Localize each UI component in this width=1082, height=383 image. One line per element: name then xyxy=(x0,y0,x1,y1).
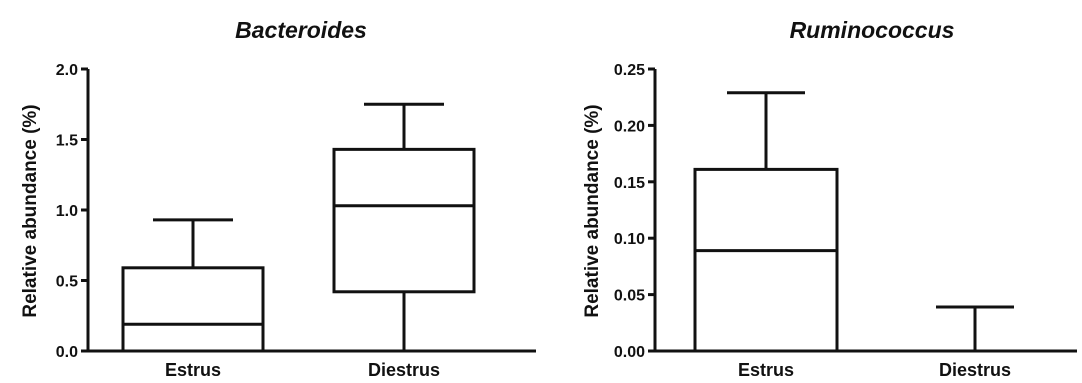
iqr-box xyxy=(121,266,265,353)
iqr-box xyxy=(332,147,476,294)
y-tick-label: 1.5 xyxy=(56,133,78,150)
box-marks xyxy=(693,91,1046,353)
y-tick-label: 1.0 xyxy=(56,203,78,220)
box-marks xyxy=(121,102,476,353)
y-tick-label: 0.20 xyxy=(614,118,645,135)
box-estrus xyxy=(693,91,839,353)
y-ticks: 0.00 0.05 0.10 0.15 0.20 0.25 xyxy=(614,62,655,361)
x-category-label: Estrus xyxy=(165,360,221,380)
panel-title: Ruminococcus xyxy=(790,17,955,43)
bacteroides-panel: Bacteroides Relative abundance (%) 0.00.… xyxy=(20,17,536,380)
y-ticks: 0.0 0.5 1.0 1.5 2.0 xyxy=(56,62,88,361)
box-diestrus xyxy=(332,102,476,353)
box-diestrus xyxy=(904,305,1046,353)
y-tick-label: 0.25 xyxy=(614,62,645,79)
x-categories: Estrus Diestrus xyxy=(738,360,1011,380)
y-axis-label: Relative abundance (%) xyxy=(582,104,603,317)
y-tick-label: 0.5 xyxy=(56,274,78,291)
x-categories: Estrus Diestrus xyxy=(165,360,440,380)
x-category-label: Estrus xyxy=(738,360,794,380)
x-category-label: Diestrus xyxy=(368,360,440,380)
y-axis-label: Relative abundance (%) xyxy=(20,104,41,317)
y-tick-label: 0.00 xyxy=(614,344,645,361)
y-tick-label: 0.05 xyxy=(614,288,645,305)
panel-title: Bacteroides xyxy=(235,17,367,43)
x-category-label: Diestrus xyxy=(939,360,1011,380)
y-tick-label: 2.0 xyxy=(56,62,78,79)
y-tick-label: 0.15 xyxy=(614,175,645,192)
y-tick-label: 0.10 xyxy=(614,231,645,248)
box-estrus xyxy=(121,218,265,353)
iqr-box xyxy=(693,167,839,353)
y-tick-label: 0.0 xyxy=(56,344,78,361)
ruminococcus-panel: Ruminococcus Relative abundance (%) 0.00… xyxy=(582,17,1077,380)
